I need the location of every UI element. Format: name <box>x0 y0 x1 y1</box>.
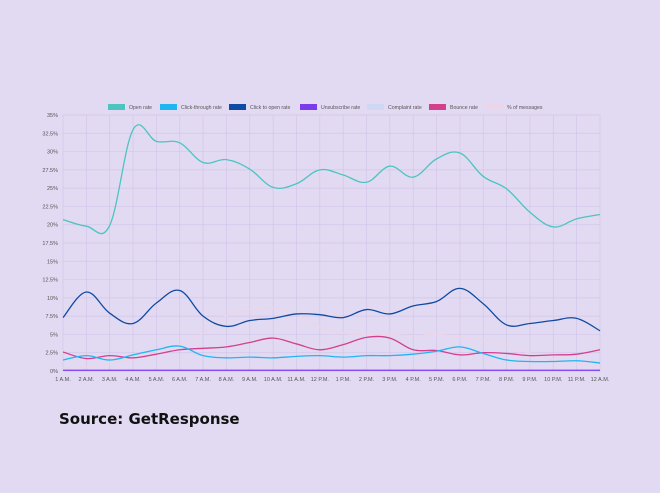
legend-swatch-bounce-rate <box>429 104 446 110</box>
legend-swatch-click-to-open-rate <box>229 104 246 110</box>
x-tick-label: 1 A.M. <box>55 377 71 383</box>
y-tick-label: 22.5% <box>42 204 58 210</box>
y-tick-label: 10% <box>47 296 58 302</box>
x-tick-label: 10 A.M. <box>264 377 283 383</box>
y-tick-label: 5% <box>50 332 58 338</box>
x-tick-label: 1 P.M. <box>336 377 352 383</box>
legend-label-open-rate: Open rate <box>129 105 152 111</box>
legend-label-unsubscribe-rate: Unsubscribe rate <box>321 105 360 111</box>
x-tick-label: 2 P.M. <box>359 377 375 383</box>
x-tick-label: 2 A.M. <box>79 377 95 383</box>
legend-swatch-of-messages <box>486 104 503 110</box>
chart-series-lines <box>62 124 601 372</box>
x-tick-label: 5 A.M. <box>149 377 165 383</box>
x-tick-label: 12 P.M. <box>311 377 330 383</box>
legend-swatch-open-rate <box>108 104 125 110</box>
legend-label-click-through-rate: Click-through rate <box>181 105 222 111</box>
x-tick-label: 7 A.M. <box>195 377 211 383</box>
x-tick-label: 6 P.M. <box>452 377 468 383</box>
legend-label-click-to-open-rate: Click to open rate <box>250 105 290 111</box>
x-axis: 1 A.M. 2 A.M. 3 A.M. 4 A.M. 5 A.M. 6 A.M. 7 A.… <box>55 377 610 383</box>
x-tick-label: 7 P.M. <box>476 377 492 383</box>
x-tick-label: 12 A.M. <box>591 377 610 383</box>
y-tick-label: 32.5% <box>42 131 58 137</box>
y-tick-label: 30% <box>47 150 58 156</box>
x-tick-label: 4 P.M. <box>406 377 422 383</box>
legend-label-complaint-rate: Complaint rate <box>388 105 422 111</box>
y-tick-label: 2.5% <box>45 351 58 357</box>
legend-swatch-complaint-rate <box>367 104 384 110</box>
legend-swatch-unsubscribe-rate <box>300 104 317 110</box>
y-tick-label: 17.5% <box>42 241 58 247</box>
series-line-open-rate <box>62 124 601 235</box>
x-tick-label: 8 A.M. <box>219 377 235 383</box>
x-tick-label: 10 P.M. <box>544 377 563 383</box>
y-tick-label: 15% <box>47 259 58 265</box>
series-line-bounce-rate <box>62 335 601 360</box>
y-axis: 0% 2.5% 5% 7.5% 10% 12.5% 15% 17.5% 20% 22.5% 25% 2… <box>42 113 58 375</box>
chart-grid <box>62 114 601 372</box>
chart-legend: Open rate Click-through rate Click to open… <box>108 104 543 111</box>
y-tick-label: 25% <box>47 186 58 192</box>
x-tick-label: 3 A.M. <box>102 377 118 383</box>
y-tick-label: 35% <box>47 113 58 119</box>
y-tick-label: 0% <box>50 369 58 375</box>
series-line-click-to-open-rate <box>62 287 601 332</box>
legend-swatch-click-through-rate <box>160 104 177 110</box>
y-tick-label: 7.5% <box>45 314 58 320</box>
x-tick-label: 3 P.M. <box>382 377 398 383</box>
x-tick-label: 4 A.M. <box>125 377 141 383</box>
x-tick-label: 9 A.M. <box>242 377 258 383</box>
series-line-click-through-rate <box>62 345 601 364</box>
source-caption: Source: GetResponse <box>59 410 240 428</box>
x-tick-label: 11 A.M. <box>287 377 306 383</box>
y-tick-label: 27.5% <box>42 168 58 174</box>
y-tick-label: 12.5% <box>42 278 58 284</box>
x-tick-label: 8 P.M. <box>499 377 515 383</box>
x-tick-label: 6 A.M. <box>172 377 188 383</box>
y-tick-label: 20% <box>47 223 58 229</box>
legend-label-bounce-rate: Bounce rate <box>450 105 478 111</box>
x-tick-label: 5 P.M. <box>429 377 445 383</box>
x-tick-label: 9 P.M. <box>522 377 538 383</box>
x-tick-label: 11 P.M. <box>568 377 586 383</box>
legend-label-of-messages: % of messages <box>507 105 543 111</box>
